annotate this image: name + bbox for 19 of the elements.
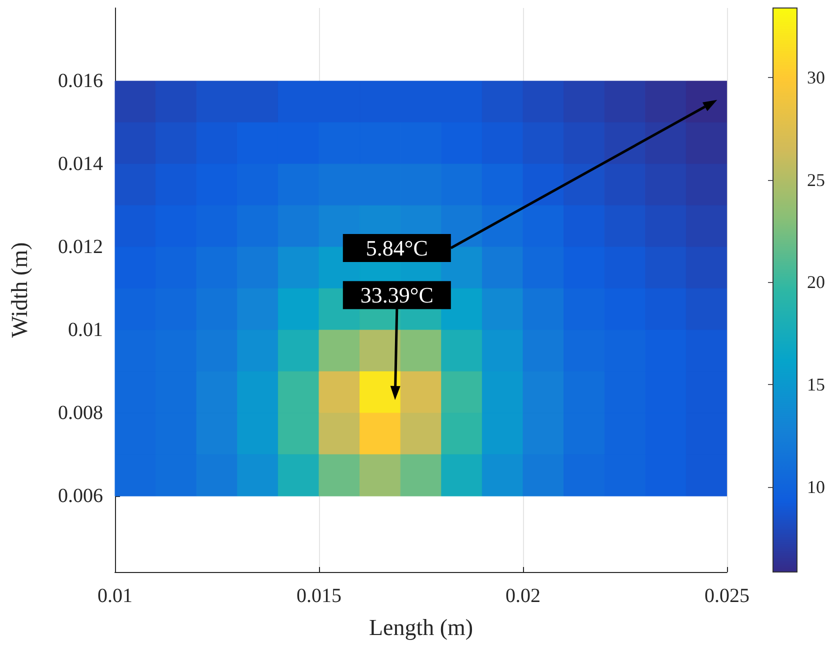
x-tick-label: 0.015: [296, 585, 342, 607]
x-axis-title: Length (m): [368, 615, 474, 640]
y-axis-title: Width (m): [7, 242, 32, 338]
y-tick-label: 0.006: [58, 485, 103, 508]
color-bar-label: 10: [807, 476, 825, 497]
color-bar-label: 25: [807, 170, 825, 190]
x-tick-label: 0.02: [506, 585, 540, 607]
y-tick-label: 0.012: [58, 236, 103, 258]
y-tick-label: 0.01: [68, 319, 103, 342]
annotation: 5.84°C: [366, 235, 428, 260]
x-tick-label: 0.025: [704, 585, 750, 607]
y-tick-label: 0.016: [58, 70, 103, 92]
annotation: 33.39°C: [360, 282, 434, 308]
y-tick-label: 0.008: [58, 402, 103, 424]
y-tick-label: 0.014: [58, 153, 103, 176]
color-bar-label: 15: [807, 374, 825, 394]
color-bar-label: 20: [807, 272, 825, 292]
x-tick-label: 0.01: [98, 585, 132, 607]
color-bar-label: 30: [807, 67, 825, 88]
